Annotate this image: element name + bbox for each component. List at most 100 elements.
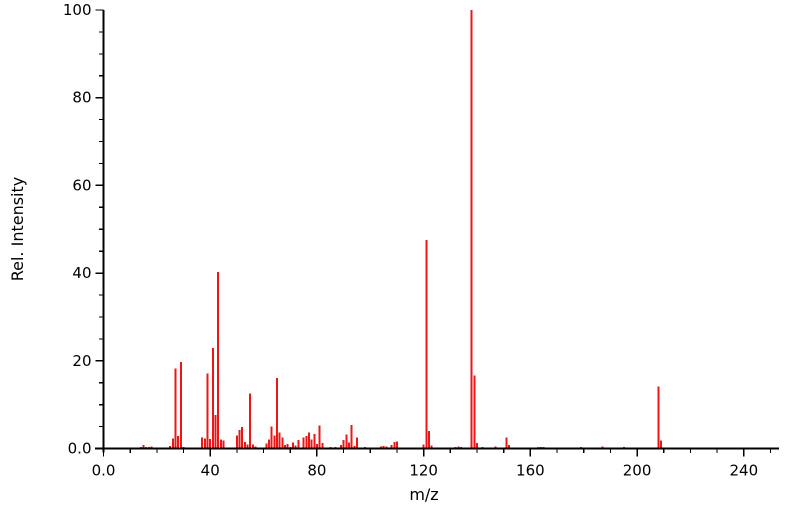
peak-bar [508,444,511,449]
peak-bar [177,435,180,449]
peak-bar [393,441,396,449]
peak-bar [270,426,273,449]
peak-bar [222,440,225,449]
peak-bar [291,442,294,449]
peak-bar [350,424,353,449]
y-axis: 0.0 20 40 60 80 100 [63,1,105,458]
peak-bar [428,430,430,449]
peak-bar [265,443,268,449]
x-tick-label: 240 [729,462,758,480]
peak-bar [454,446,457,449]
peak-bar [273,435,276,449]
peak-bar [249,393,252,449]
peak-bar [289,446,292,449]
peak-bar [315,444,318,449]
peak-bar [470,10,473,449]
peak-bar [147,446,150,449]
x-tick-label: 40 [201,462,220,480]
peak-bar [307,432,310,449]
y-axis-title: Rel. Intensity [8,176,27,282]
peak-bar [201,437,204,449]
x-tick-label: 120 [409,462,438,480]
peak-bar [267,439,270,449]
peak-bar [353,445,356,449]
peak-bar [275,377,278,449]
peak-bar [321,443,324,449]
peak-bar [355,437,358,449]
peak-bar [345,434,348,449]
peak-bar [390,444,393,449]
peak-bar [481,446,484,449]
peak-bar [457,446,460,449]
y-tick-label: 0.0 [68,440,92,458]
peak-bar [657,386,660,449]
peak-bar [243,441,246,449]
peak-bar [460,446,463,449]
peak-bar [430,445,433,449]
peak-bar [251,444,254,449]
peak-bar [494,446,497,449]
peak-bar [505,437,508,449]
peak-bar [235,435,238,449]
peak-bar [302,437,305,449]
peak-bar [145,446,148,449]
peak-bar [203,438,206,449]
peaks-group [139,10,663,449]
peak-bar [342,440,345,449]
peak-bar [660,440,663,449]
peak-bar [540,446,543,449]
peak-bar [219,439,222,449]
x-tick-label: 200 [623,462,652,480]
peak-bar [473,375,476,449]
peak-bar [422,444,425,449]
peak-bar [382,445,385,449]
peak-bar [278,432,281,449]
peak-bar [318,425,321,449]
peak-bar [241,427,244,449]
peak-bar [169,445,172,449]
peak-bar [238,430,241,449]
peak-bar [179,362,182,449]
y-tick-label: 60 [72,176,91,194]
peak-bar [283,444,286,449]
peak-bar [142,444,145,449]
peak-bar [182,446,185,449]
y-tick-label: 80 [72,89,91,107]
peak-bar [580,446,583,449]
x-axis-title: m/z [409,485,439,504]
peak-bar [425,240,428,449]
peak-bar [313,434,316,449]
peak-bar [211,348,214,449]
peak-bar [601,446,604,449]
peak-bar [347,442,350,449]
peak-bar [246,444,249,449]
peak-bar [217,272,220,449]
peak-bar [339,444,342,449]
peak-bar [150,446,153,449]
peak-bar [537,446,540,449]
peak-bar [281,437,284,449]
peak-bar [297,440,300,449]
peak-bar [305,435,308,449]
peak-bar [139,446,142,449]
peak-bar [395,441,398,449]
x-tick-label: 160 [516,462,545,480]
y-tick-label: 20 [72,352,91,370]
peak-bar [286,444,289,449]
peak-bar [171,438,174,449]
peak-bar [174,368,177,449]
peak-bar [476,443,479,449]
peak-bar [209,438,212,449]
peak-bar [385,446,388,449]
peak-bar [329,446,332,449]
peak-bar [214,415,217,449]
x-tick-label: 0.0 [92,462,116,480]
y-tick-label: 40 [72,264,91,282]
peak-bar [254,446,257,449]
peak-bar [206,373,209,449]
peak-bar [294,445,297,449]
peak-bar [310,439,313,449]
y-tick-label: 100 [63,1,92,19]
